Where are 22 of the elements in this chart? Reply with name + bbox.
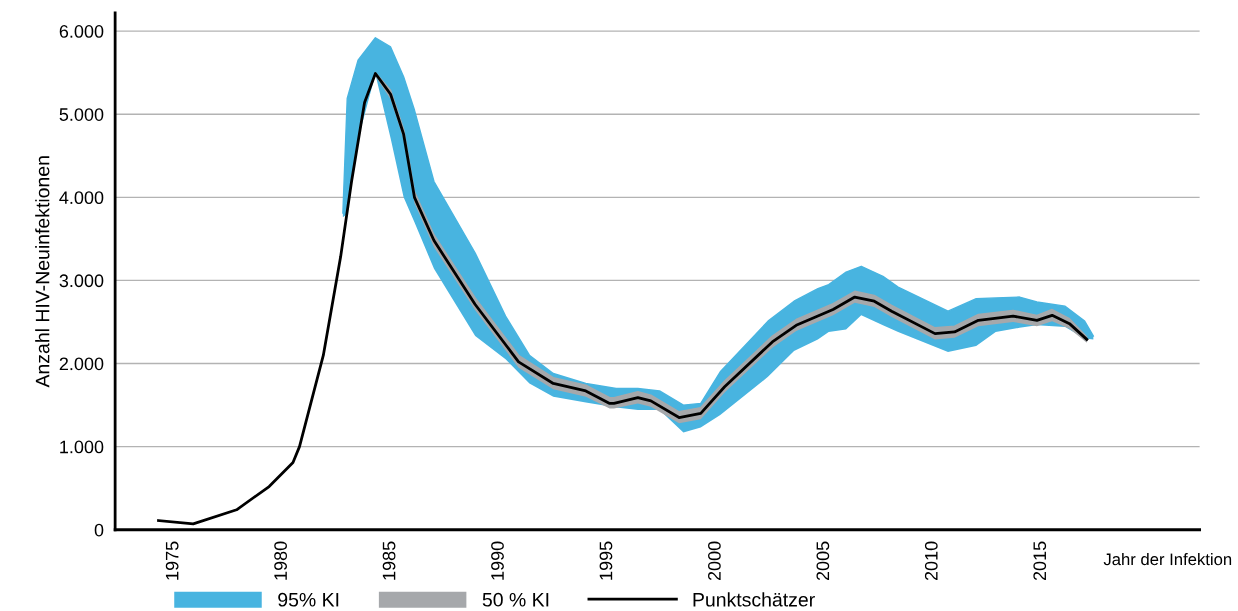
legend-label: 95% KI xyxy=(278,592,339,607)
y-tick-label: 2.000 xyxy=(59,357,104,371)
x-tick-label: 1985 xyxy=(382,541,396,580)
y-tick-label: 1.000 xyxy=(60,440,104,454)
legend-label: Punktschätzer xyxy=(693,592,815,607)
x-tick-label: 2000 xyxy=(708,541,721,581)
x-tick-label: 2015 xyxy=(1033,541,1047,581)
y-axis-title: Anzahl HIV-Neuinfektionen xyxy=(35,156,50,388)
y-tick-label: 6.000 xyxy=(59,25,104,38)
x-tick-label: 2005 xyxy=(816,541,830,581)
y-tick-label: 0 xyxy=(94,523,104,537)
y-tick-label: 3.000 xyxy=(59,274,104,288)
y-tick-label: 5.000 xyxy=(59,108,104,121)
y-tick-label: 4.000 xyxy=(59,191,104,205)
line-series xyxy=(157,72,1089,526)
x-tick-label: 2010 xyxy=(924,541,938,581)
x-tick-label: 1990 xyxy=(491,541,504,580)
x-tick-label: 1975 xyxy=(165,541,179,580)
legend-label: 50 % KI xyxy=(482,592,549,607)
x-axis-title: Jahr der Infektion xyxy=(1103,553,1232,566)
x-tick-label: 1980 xyxy=(274,541,287,580)
x-tick-label: 1995 xyxy=(599,541,613,580)
